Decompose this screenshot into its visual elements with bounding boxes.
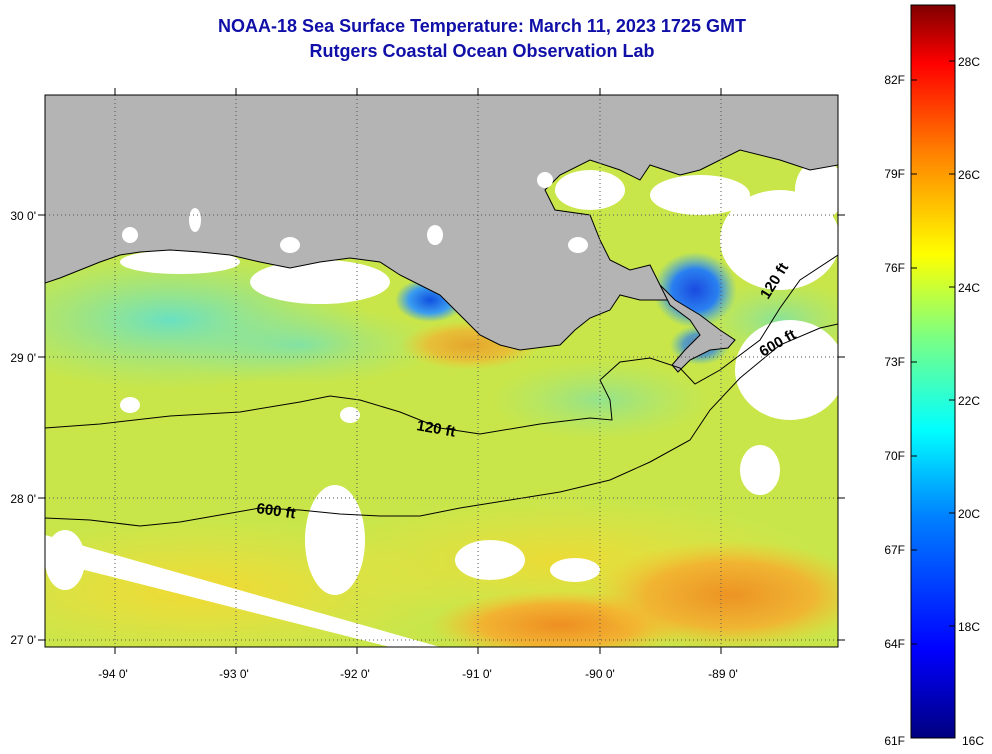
lat-label: 27 0': [10, 633, 36, 647]
lat-label: 30 0': [10, 209, 36, 223]
colorbar: [910, 4, 956, 739]
colorbar-f-label: 76F: [884, 261, 905, 275]
colorbar-f-label: 67F: [884, 543, 905, 557]
colorbar-c-label: 18C: [958, 620, 980, 634]
colorbar-c-label: 24C: [958, 281, 980, 295]
contour-label-600ft-west: 600 ft: [255, 500, 296, 522]
colorbar-c-label: 16C: [962, 734, 984, 748]
colorbar-f-label: 79F: [884, 167, 905, 181]
contour-600ft: [45, 323, 838, 527]
cold-plume-mississippi: [653, 252, 737, 328]
map-subtitle: Rutgers Coastal Ocean Observation Lab: [309, 41, 655, 61]
mississippi-delta: [659, 284, 736, 373]
graticule: [45, 95, 838, 647]
lon-label: -90 0': [585, 667, 615, 681]
lat-label: 28 0': [10, 492, 36, 506]
colorbar-f-label: 61F: [884, 734, 905, 748]
map-title: NOAA-18 Sea Surface Temperature: March 1…: [218, 16, 746, 36]
colorbar-f-label: 64F: [884, 637, 905, 651]
colorbar-c-label: 22C: [958, 394, 980, 408]
map-frame: [44, 94, 839, 648]
lon-label: -94 0': [98, 667, 128, 681]
colorbar-f-label: 73F: [884, 355, 905, 369]
lon-label: -93 0': [219, 667, 249, 681]
lon-label: -91 0': [462, 667, 492, 681]
satellite-gap-stripe: [45, 535, 440, 647]
colorbar-f-label: 82F: [884, 73, 905, 87]
lat-label: 29 0': [10, 351, 36, 365]
land-mass: [45, 95, 838, 351]
axis-ticks: [38, 88, 845, 654]
colorbar-ticks: [911, 60, 955, 645]
lon-label: -92 0': [340, 667, 370, 681]
colorbar-f-label: 70F: [884, 449, 905, 463]
colorbar-c-label: 26C: [958, 168, 980, 182]
lon-label: -89 0': [708, 667, 738, 681]
colorbar-c-label: 20C: [958, 507, 980, 521]
contour-120ft: [45, 254, 838, 435]
colorbar-c-label: 28C: [958, 55, 980, 69]
map-canvas: [45, 95, 838, 647]
contour-label-120ft-west: 120 ft: [415, 417, 457, 441]
